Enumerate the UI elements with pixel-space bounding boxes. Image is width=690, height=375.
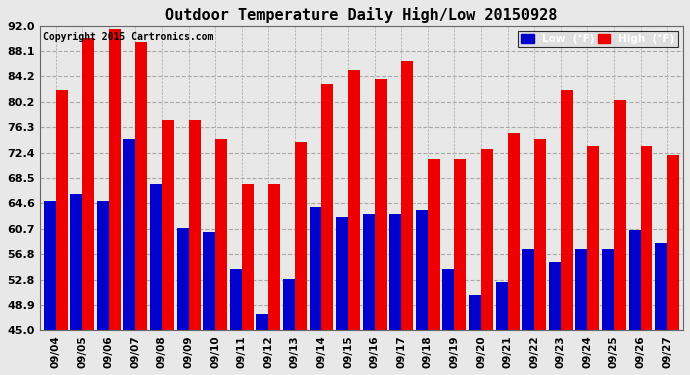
- Bar: [268, 184, 280, 375]
- Bar: [124, 139, 135, 375]
- Bar: [549, 262, 561, 375]
- Title: Outdoor Temperature Daily High/Low 20150928: Outdoor Temperature Daily High/Low 20150…: [165, 7, 558, 23]
- Bar: [508, 132, 520, 375]
- Bar: [667, 155, 679, 375]
- Bar: [310, 207, 322, 375]
- Bar: [561, 90, 573, 375]
- Bar: [455, 159, 466, 375]
- Bar: [241, 184, 254, 375]
- Bar: [70, 194, 82, 375]
- Bar: [428, 159, 440, 375]
- Text: Copyright 2015 Cartronics.com: Copyright 2015 Cartronics.com: [43, 32, 213, 42]
- Bar: [389, 214, 402, 375]
- Bar: [257, 314, 268, 375]
- Bar: [230, 269, 241, 375]
- Bar: [375, 79, 386, 375]
- Bar: [188, 120, 201, 375]
- Bar: [363, 214, 375, 375]
- Bar: [640, 146, 653, 375]
- Bar: [336, 217, 348, 375]
- Bar: [177, 228, 188, 375]
- Bar: [283, 279, 295, 375]
- Bar: [43, 201, 56, 375]
- Bar: [575, 249, 587, 375]
- Bar: [109, 29, 121, 375]
- Bar: [215, 139, 227, 375]
- Bar: [322, 84, 333, 375]
- Bar: [587, 146, 600, 375]
- Bar: [135, 42, 148, 375]
- Bar: [348, 70, 360, 375]
- Bar: [150, 184, 162, 375]
- Bar: [629, 230, 640, 375]
- Bar: [602, 249, 614, 375]
- Bar: [82, 39, 94, 375]
- Bar: [97, 201, 109, 375]
- Bar: [469, 295, 481, 375]
- Bar: [481, 149, 493, 375]
- Bar: [522, 249, 534, 375]
- Bar: [416, 210, 428, 375]
- Bar: [402, 61, 413, 375]
- Bar: [534, 139, 546, 375]
- Bar: [614, 100, 626, 375]
- Legend: Low  (°F), High  (°F): Low (°F), High (°F): [518, 31, 678, 47]
- Bar: [162, 120, 174, 375]
- Bar: [655, 243, 667, 375]
- Bar: [295, 142, 307, 375]
- Bar: [203, 232, 215, 375]
- Bar: [442, 269, 455, 375]
- Bar: [495, 282, 508, 375]
- Bar: [56, 90, 68, 375]
